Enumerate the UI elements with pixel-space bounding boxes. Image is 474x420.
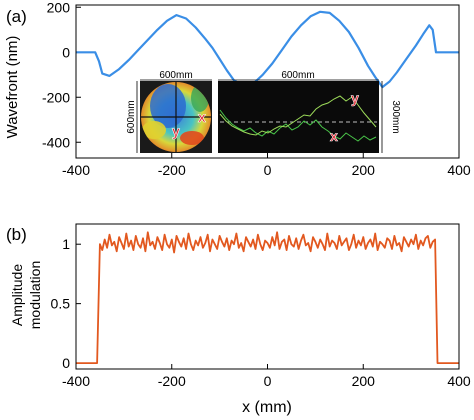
inset-profile-y-curve <box>219 95 377 136</box>
panel-a-ytick-label: 200 <box>47 0 71 15</box>
panel-b-ytick-label: 1 <box>62 236 70 252</box>
panel-b-frame <box>75 223 460 370</box>
panel-b-ytick-label: 0.5 <box>51 296 71 312</box>
panel-b-xtick-label: 400 <box>447 373 471 389</box>
panel-a-series-line <box>76 10 459 89</box>
inset-wavefront-map: x y 600mm 600mm <box>126 70 212 153</box>
panel-a: (a) Wavefront (nm) -400 -200 0 200 400 200 0 -2… <box>4 0 471 178</box>
inset-map-x-label: x <box>198 109 206 125</box>
inset-profile-x-curve <box>219 109 377 142</box>
panel-b-xlabel: x (mm) <box>242 399 292 416</box>
panel-a-frame <box>75 4 460 159</box>
panel-b-ytick-label: 0 <box>62 355 70 371</box>
inset-map-height-label: 600mm <box>126 100 137 133</box>
inset-map-y-label: y <box>172 123 180 139</box>
panel-b-ylabel-line1: Amplitude <box>9 264 25 326</box>
inset-profile: y x 600mm 300mm <box>218 70 401 153</box>
panel-a-xtick-label: 0 <box>264 162 272 178</box>
panel-a-ytick-label: -200 <box>42 89 70 105</box>
panel-a-xtick-label: -400 <box>62 162 90 178</box>
panel-a-ylabel: Wavefront (nm) <box>4 36 21 139</box>
panel-b-ticks: -400 -200 0 200 400 1 0.5 0 <box>51 236 471 389</box>
panel-b-xtick-label: 200 <box>352 373 376 389</box>
inset-profile-background <box>218 81 379 153</box>
panel-a-series <box>76 10 459 89</box>
panel-b: (b) Amplitude modulation -400 -200 0 200 400… <box>6 223 471 416</box>
inset-map-red-region <box>180 131 204 145</box>
panel-b-tag: (b) <box>6 225 27 244</box>
panel-a-ytick-label: -400 <box>42 134 70 150</box>
panel-a-xtick-label: 200 <box>352 162 376 178</box>
inset-profile-height-label: 300mm <box>390 100 401 133</box>
panel-b-series <box>76 231 459 365</box>
inset-map-width-label: 600mm <box>159 70 192 81</box>
panel-a-xtick-label: -200 <box>158 162 186 178</box>
inset-map-yellow-region <box>142 121 166 139</box>
inset-profile-width-label: 600mm <box>281 70 314 81</box>
panel-a-tag: (a) <box>6 7 27 26</box>
panel-b-xtick-label: -200 <box>158 373 186 389</box>
panel-b-series-line <box>76 231 459 365</box>
panel-b-xtick-label: 0 <box>264 373 272 389</box>
panel-a-xtick-label: 400 <box>447 162 471 178</box>
panel-a-ytick-label: 0 <box>62 44 70 60</box>
panel-b-ylabel-line2: modulation <box>27 261 43 330</box>
panel-b-xtick-label: -400 <box>62 373 90 389</box>
inset-profile-y-label: y <box>351 90 359 106</box>
panel-a-ticks: -400 -200 0 200 400 200 0 -200 -400 <box>42 0 471 178</box>
inset-profile-x-label: x <box>330 128 338 144</box>
